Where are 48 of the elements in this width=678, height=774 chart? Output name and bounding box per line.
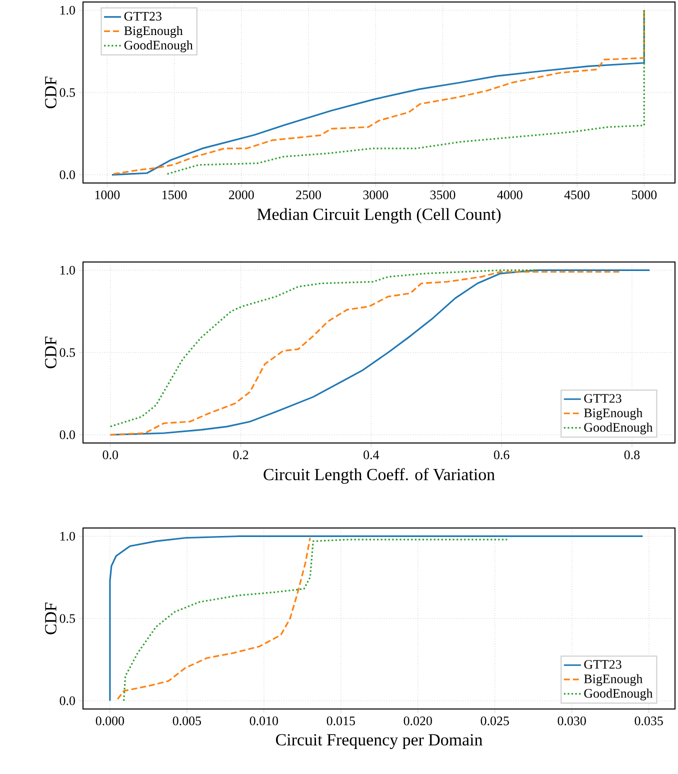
line-series (116, 537, 311, 700)
x-tick-label: 0.6 (494, 450, 510, 460)
y-axis-title: CDF (45, 336, 56, 368)
legend-label: BigEnough (584, 674, 643, 686)
x-tick-label: 0.4 (364, 450, 380, 460)
legend-label: GoodEnough (584, 422, 653, 434)
y-tick-label: 0.5 (60, 88, 75, 97)
y-tick-label: 0.5 (60, 614, 75, 623)
x-tick-label: 0.015 (326, 716, 355, 726)
x-tick-label: 0.005 (172, 716, 201, 726)
x-tick-label: 4000 (497, 190, 522, 200)
legend-label: GTT23 (124, 12, 162, 21)
x-tick-label: 0.000 (96, 716, 124, 726)
x-tick-label: 0.010 (250, 716, 278, 726)
x-tick-label: 0.0 (102, 450, 118, 460)
x-tick-label: 2500 (296, 190, 321, 200)
y-tick-label: 1.0 (60, 266, 76, 275)
x-axis-title: Circuit Length Coeff. of Variation (264, 468, 495, 484)
x-tick-label: 1500 (162, 190, 187, 200)
y-tick-label: 1.0 (60, 532, 76, 541)
x-axis-title: Circuit Frequency per Domain (276, 734, 482, 750)
x-tick-label: 0.2 (233, 450, 248, 460)
legend-label: GoodEnough (124, 40, 193, 52)
x-tick-label: 3000 (363, 190, 388, 200)
x-tick-label: 0.020 (404, 716, 432, 726)
line-series (123, 538, 508, 702)
y-tick-label: 0.0 (60, 696, 76, 706)
legend-label: GoodEnough (584, 688, 653, 700)
y-tick-label: 0.0 (60, 170, 76, 180)
x-tick-label: 3500 (430, 190, 456, 200)
x-tick-label: 0.030 (558, 716, 586, 726)
x-tick-label: 0.8 (624, 450, 640, 460)
y-tick-label: 1.0 (60, 6, 76, 15)
x-tick-label: 0.025 (480, 716, 509, 726)
y-axis-title: CDF (45, 602, 56, 634)
x-tick-label: 0.035 (634, 716, 663, 726)
y-tick-label: 0.5 (60, 348, 75, 357)
legend-label: BigEnough (584, 408, 643, 420)
legend-label: BigEnough (124, 26, 183, 38)
y-axis-title: CDF (45, 76, 56, 108)
x-tick-label: 2000 (229, 190, 254, 200)
x-tick-label: 1000 (95, 190, 120, 200)
legend-label: GTT23 (584, 394, 622, 403)
x-axis-title: Median Circuit Length (Cell Count) (257, 208, 501, 224)
legend-label: GTT23 (584, 660, 622, 669)
y-tick-label: 0.0 (60, 430, 76, 440)
x-tick-label: 4500 (564, 190, 590, 200)
x-tick-label: 5000 (632, 190, 657, 200)
